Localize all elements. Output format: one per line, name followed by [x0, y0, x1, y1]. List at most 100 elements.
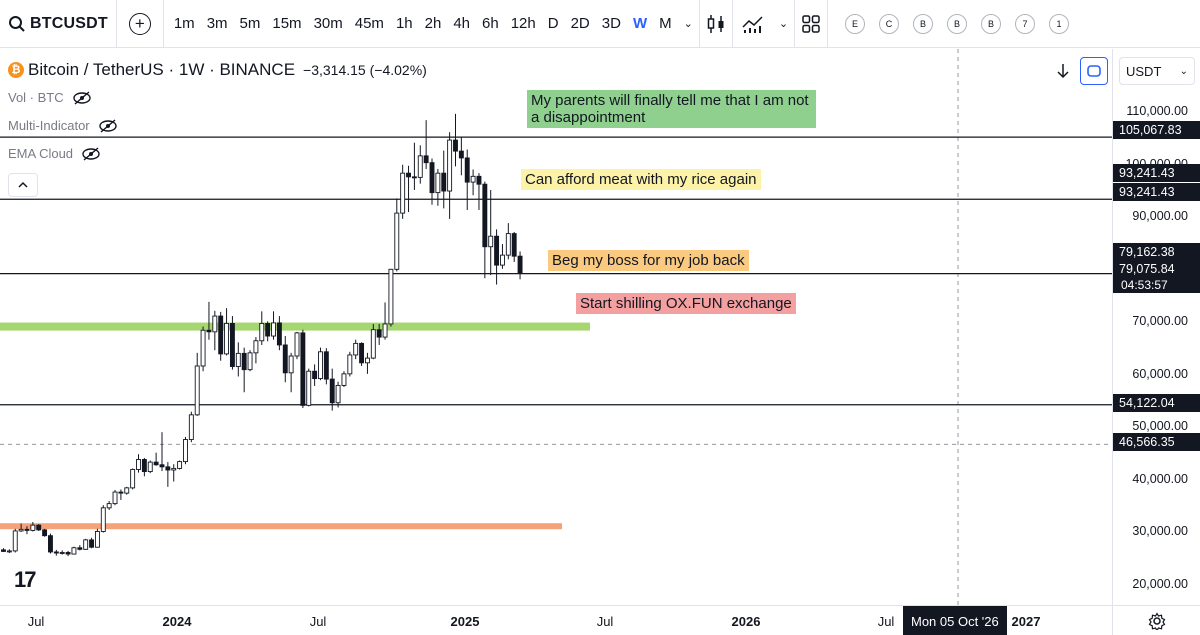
candle-body	[153, 461, 159, 466]
timeframe-D[interactable]: D	[547, 14, 559, 32]
candle-body	[505, 233, 511, 256]
candle-body	[423, 155, 429, 164]
candle-body	[329, 378, 335, 404]
timeframe-3D[interactable]: 3D	[601, 14, 621, 32]
hidden-eye-icon[interactable]	[98, 118, 118, 133]
candle-body	[224, 322, 230, 355]
bar-countdown: 04:53:57	[1113, 277, 1200, 293]
time-axis[interactable]: Jul 2024 Jul 2025 Jul 2026 Jul 2027 Mon 05 Oct …	[0, 605, 1112, 635]
candle-body	[212, 315, 218, 333]
candle-body	[194, 365, 200, 416]
timeframe-1m[interactable]: 1m	[173, 14, 195, 32]
collapse-legend-button[interactable]	[8, 173, 38, 197]
candle-body	[341, 373, 347, 386]
annotation-parents[interactable]: My parents will finally tell me that I a…	[527, 90, 816, 128]
candle-body	[359, 342, 365, 364]
candle-body	[147, 461, 153, 473]
crosshair-time-label: Mon 05 Oct '26	[903, 606, 1007, 635]
layout-grid-icon[interactable]	[795, 0, 827, 48]
indicators-dropdown-chevron-icon[interactable]: ⌄	[778, 18, 789, 30]
candle-body	[235, 352, 241, 367]
time-tick: 2027	[1011, 614, 1041, 629]
price-label: 79,075.84	[1113, 260, 1200, 278]
price-label: 54,122.04	[1113, 394, 1200, 412]
timeframe-15m[interactable]: 15m	[272, 14, 302, 32]
candle-body	[500, 254, 505, 266]
chart-pane[interactable]: ₿ Bitcoin / TetherUS · 1W · BINANCE −3,3…	[0, 49, 1112, 605]
timeframe-dropdown-chevron-icon[interactable]: ⌄	[683, 18, 693, 30]
candle-body	[318, 351, 323, 380]
refresh-icon	[1087, 65, 1101, 77]
time-tick: Jul	[27, 614, 45, 629]
candlestick-chart[interactable]	[0, 49, 1112, 605]
indicator-volume[interactable]: Vol · BTC	[8, 90, 92, 105]
indicator-label: Vol · BTC	[8, 90, 64, 105]
candle-body	[165, 466, 171, 471]
chart-settings-button[interactable]	[1112, 605, 1200, 635]
quick-button[interactable]: E	[845, 13, 866, 34]
timeframe-3m[interactable]: 3m	[206, 14, 228, 32]
price-axis[interactable]: USDT ⌄ 110,000.00100,000.0090,000.0070,0…	[1112, 49, 1200, 605]
timeframe-6h[interactable]: 6h	[482, 14, 499, 32]
timeframe-45m[interactable]: 45m	[354, 14, 384, 32]
timeframe-5m[interactable]: 5m	[239, 14, 261, 32]
timeframe-12h[interactable]: 12h	[510, 14, 536, 32]
indicator-multi[interactable]: Multi-Indicator	[8, 118, 118, 133]
quick-button[interactable]: B	[981, 13, 1002, 34]
annotation-boss[interactable]: Beg my boss for my job back	[548, 250, 749, 271]
candle-body	[247, 352, 253, 371]
timeframe-M[interactable]: M	[659, 14, 672, 32]
candle-body	[24, 528, 30, 531]
price-tick: 70,000.00	[1132, 314, 1188, 329]
candle-body	[400, 172, 406, 214]
scroll-to-latest-button[interactable]	[1049, 57, 1077, 85]
series-change: −3,314.15 (−4.02%)	[303, 62, 427, 78]
price-tick: 110,000.00	[1126, 104, 1188, 119]
candle-body	[353, 342, 359, 356]
symbol-search[interactable]: BTCUSDT	[0, 0, 117, 48]
currency-selector[interactable]: USDT ⌄	[1119, 57, 1195, 85]
candle-body	[464, 157, 470, 183]
indicators-icon[interactable]	[733, 0, 773, 48]
quick-button[interactable]: B	[913, 13, 934, 34]
timeframe-2D[interactable]: 2D	[570, 14, 590, 32]
tradingview-logo[interactable]: 17	[14, 567, 37, 592]
candle-body	[347, 354, 353, 375]
annotation-meat[interactable]: Can afford meat with my rice again	[521, 169, 761, 190]
candles-chart-type-icon[interactable]	[700, 0, 732, 48]
support-zone-green	[0, 322, 590, 331]
time-tick: 2024	[162, 614, 192, 629]
annotation-oxfun[interactable]: Start shilling OX.FUN exchange	[576, 293, 796, 314]
timeframe-2h[interactable]: 2h	[424, 14, 442, 32]
bitcoin-logo-icon: ₿	[8, 62, 24, 78]
candle-body	[100, 507, 106, 532]
toolbar-divider	[731, 0, 733, 48]
hidden-eye-icon[interactable]	[72, 90, 92, 105]
quick-button[interactable]: 7	[1015, 13, 1036, 34]
candle-body	[130, 469, 136, 489]
candle-body	[470, 175, 476, 183]
candle-body	[453, 139, 458, 152]
candle-body	[458, 150, 464, 159]
quick-button[interactable]: C	[879, 13, 900, 34]
time-tick: Jul	[309, 614, 327, 629]
candle-body	[517, 255, 523, 274]
timeframe-30m[interactable]: 30m	[313, 14, 343, 32]
auto-scale-button[interactable]	[1080, 57, 1108, 85]
hidden-eye-icon[interactable]	[81, 146, 101, 161]
price-label: 105,067.83	[1113, 121, 1200, 139]
quick-button[interactable]: B	[947, 13, 968, 34]
chevron-up-icon	[18, 181, 28, 188]
timeframe-W[interactable]: W	[632, 14, 648, 32]
price-label: 93,241.43	[1113, 164, 1200, 182]
candle-body	[288, 355, 294, 374]
candle-body	[271, 322, 276, 337]
indicator-ema-cloud[interactable]: EMA Cloud	[8, 146, 101, 161]
quick-button[interactable]: 1	[1049, 13, 1070, 34]
price-tick: 40,000.00	[1132, 471, 1188, 486]
candle-body	[1, 549, 6, 552]
top-toolbar: BTCUSDT + 1m 3m 5m 15m 30m 45m 1h 2h 4h 6h 12h D 2D 3…	[0, 0, 1200, 48]
timeframe-4h[interactable]: 4h	[453, 14, 470, 32]
compare-symbol-button[interactable]: +	[128, 12, 151, 35]
timeframe-1h[interactable]: 1h	[395, 14, 413, 32]
